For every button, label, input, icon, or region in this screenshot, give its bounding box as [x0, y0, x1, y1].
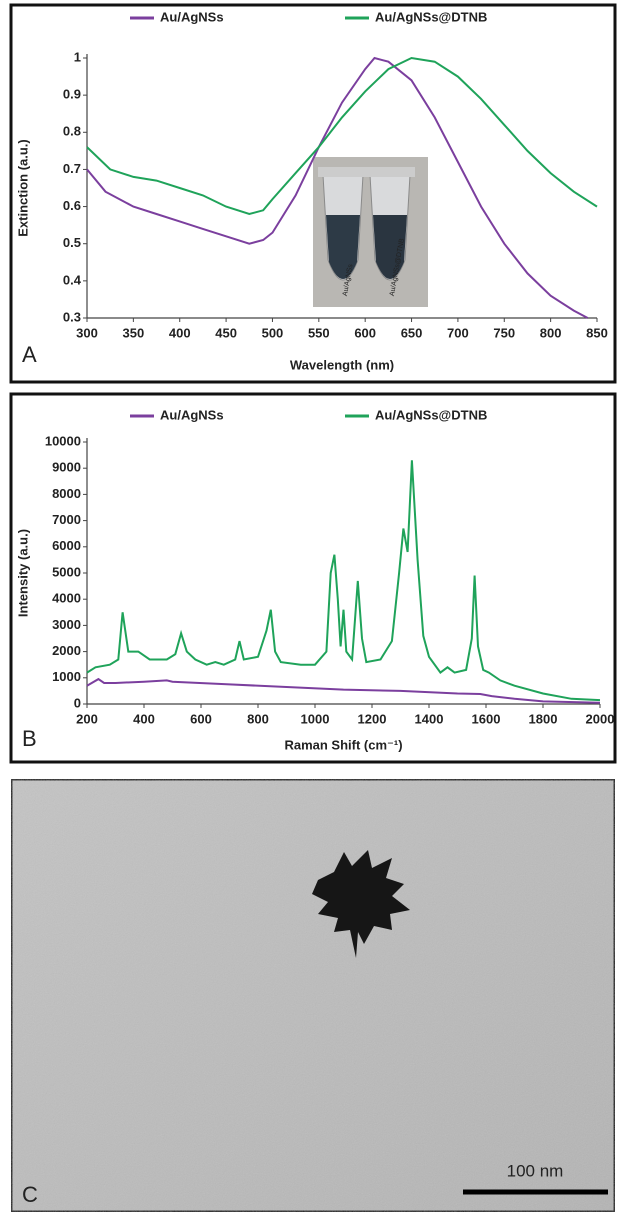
x-tick-label: 800: [540, 325, 562, 340]
x-tick-label: 300: [76, 325, 98, 340]
x-tick-label: 1400: [415, 711, 444, 726]
x-tick-label: 850: [586, 325, 608, 340]
y-tick-label: 4000: [52, 591, 81, 606]
y-tick-label: 8000: [52, 486, 81, 501]
data-line: [86, 460, 601, 702]
nanostar: [312, 850, 410, 958]
y-tick-label: 1: [74, 49, 81, 64]
y-tick-label: 1000: [52, 669, 81, 684]
y-tick-label: 3000: [52, 617, 81, 632]
y-tick-label: 0.8: [63, 124, 81, 139]
x-tick-label: 600: [354, 325, 376, 340]
x-tick-label: 1200: [358, 711, 387, 726]
x-axis-title: Raman Shift (cm⁻¹): [284, 737, 402, 752]
y-tick-label: 0: [74, 695, 81, 710]
x-tick-label: 1000: [301, 711, 330, 726]
x-tick-label: 700: [447, 325, 469, 340]
y-tick-label: 0.5: [63, 235, 81, 250]
inset-photo: [313, 157, 428, 307]
x-tick-label: 600: [190, 711, 212, 726]
panel-label: A: [22, 342, 37, 367]
y-tick-label: 2000: [52, 643, 81, 658]
x-tick-label: 500: [262, 325, 284, 340]
legend-label: Au/AgNSs: [160, 9, 224, 24]
legend-label: Au/AgNSs@DTNB: [375, 9, 487, 24]
y-tick-label: 0.4: [63, 272, 82, 287]
panel-label: C: [22, 1182, 38, 1207]
data-line: [86, 56, 598, 216]
x-tick-label: 400: [169, 325, 191, 340]
y-tick-label: 7000: [52, 512, 81, 527]
x-tick-label: 350: [123, 325, 145, 340]
legend-label: Au/AgNSs@DTNB: [375, 407, 487, 422]
panel-frame: [9, 3, 617, 384]
data-line: [86, 56, 589, 319]
y-tick-label: 5000: [52, 564, 81, 579]
y-tick-label: 10000: [45, 433, 81, 448]
x-tick-label: 2000: [586, 711, 615, 726]
x-tick-label: 400: [133, 711, 155, 726]
x-tick-label: 1800: [529, 711, 558, 726]
data-line: [86, 677, 601, 704]
panel-frame: [9, 392, 617, 764]
x-tick-label: 450: [215, 325, 237, 340]
y-tick-label: 0.6: [63, 198, 81, 213]
scale-bar-label: 100 nm: [507, 1161, 564, 1180]
x-tick-label: 550: [308, 325, 330, 340]
y-axis-title: Extinction (a.u.): [15, 139, 30, 237]
x-tick-label: 650: [401, 325, 423, 340]
x-tick-label: 1600: [472, 711, 501, 726]
y-axis-title: Intensity (a.u.): [15, 529, 30, 617]
y-tick-label: 6000: [52, 538, 81, 553]
x-tick-label: 800: [247, 711, 269, 726]
x-tick-label: 200: [76, 711, 98, 726]
panel-label: B: [22, 726, 37, 751]
y-tick-label: 0.9: [63, 87, 81, 102]
tem-image: [9, 777, 617, 1214]
y-tick-label: 9000: [52, 460, 81, 475]
legend-label: Au/AgNSs: [160, 407, 224, 422]
y-tick-label: 0.3: [63, 309, 81, 324]
y-tick-label: 0.7: [63, 161, 81, 176]
x-axis-title: Wavelength (nm): [290, 357, 394, 372]
x-tick-label: 750: [493, 325, 515, 340]
